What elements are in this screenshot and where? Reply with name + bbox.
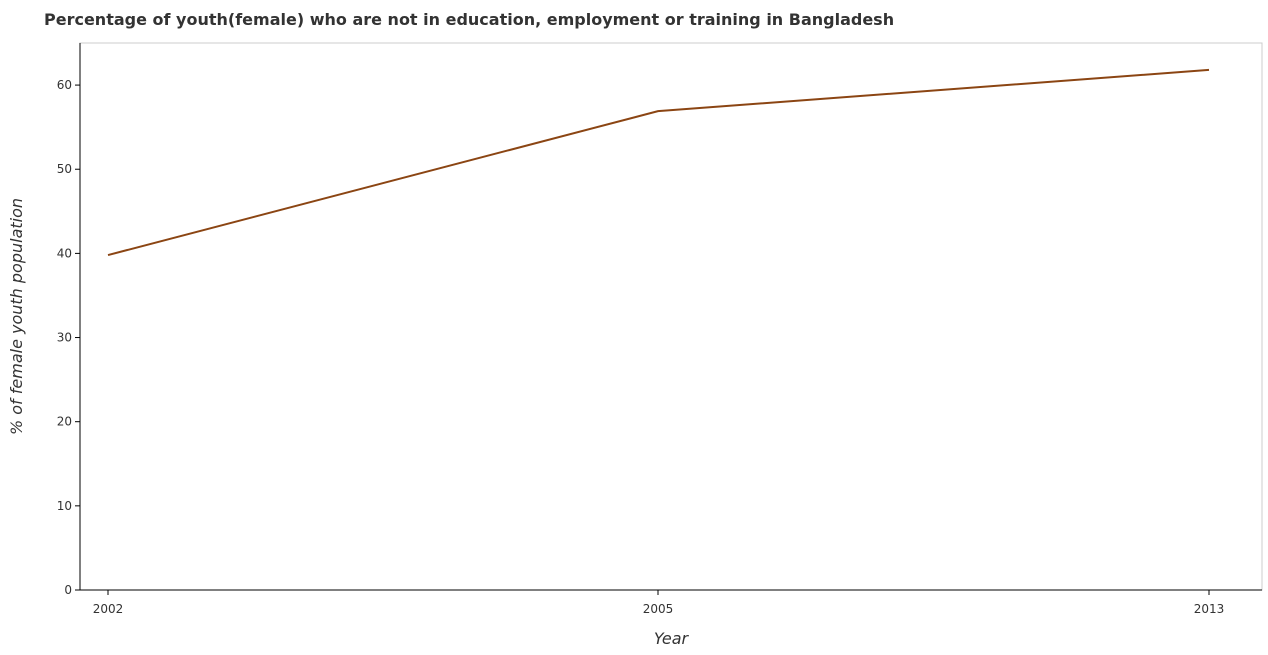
- y-tick-label: 30: [57, 331, 72, 345]
- x-tick-label: 2002: [93, 602, 124, 616]
- y-tick-label: 50: [57, 162, 72, 176]
- x-axis: 2002 2005 2013: [80, 589, 1262, 616]
- x-tick-label: 2005: [643, 602, 674, 616]
- y-tick-label: 40: [57, 246, 72, 260]
- y-tick-label: 10: [57, 499, 72, 513]
- y-axis: 0 10 20 30 40 50 60: [57, 43, 81, 597]
- series-line: [107, 68, 1210, 257]
- y-tick-label: 20: [57, 415, 72, 429]
- x-axis-title: Year: [654, 629, 690, 648]
- y-tick-label: 60: [57, 78, 72, 92]
- y-tick-label: 0: [64, 583, 72, 597]
- chart-title: Percentage of youth(female) who are not …: [44, 10, 894, 29]
- plot-frame: [79, 42, 1263, 591]
- series-layer: [107, 68, 1210, 257]
- y-axis-title: % of female youth population: [7, 198, 26, 435]
- x-tick-label: 2013: [1194, 602, 1225, 616]
